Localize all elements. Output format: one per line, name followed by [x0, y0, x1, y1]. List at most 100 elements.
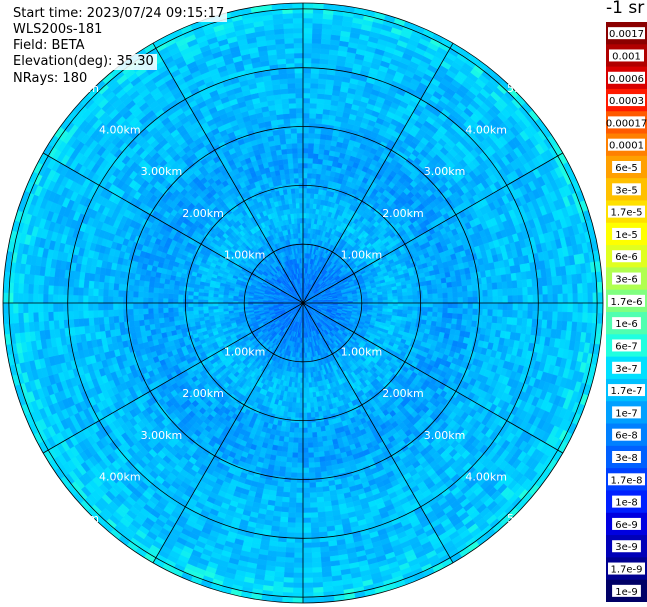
data-cell [167, 307, 174, 313]
data-cell [309, 402, 315, 408]
data-cell [295, 397, 300, 404]
data-cell [302, 392, 307, 399]
data-cell [299, 197, 304, 204]
data-cell [217, 302, 224, 307]
data-cell [296, 387, 301, 394]
data-cell [294, 187, 300, 194]
data-cell [299, 207, 304, 214]
data-cell [437, 297, 444, 304]
data-cell [295, 402, 300, 409]
data-cell [167, 293, 174, 299]
data-cell [173, 315, 180, 322]
data-cell [294, 177, 300, 184]
data-cell [321, 435, 328, 442]
data-cell [217, 308, 224, 313]
data-cell [302, 412, 308, 419]
data-cell [422, 302, 429, 308]
data-cell [422, 289, 428, 295]
data-cell [193, 313, 200, 319]
data-cell [173, 289, 179, 295]
data-cell [290, 188, 296, 194]
data-cell [298, 422, 304, 429]
data-cell [197, 295, 204, 300]
data-cell [402, 291, 408, 297]
data-cell [402, 306, 409, 311]
data-cell [302, 217, 307, 224]
data-cell [163, 316, 170, 323]
data-cell [306, 197, 311, 204]
data-cell [432, 288, 438, 295]
data-cell [437, 302, 444, 309]
data-cell [387, 296, 394, 301]
data-cell [437, 288, 443, 294]
data-cell [286, 188, 292, 195]
data-cell [307, 167, 313, 174]
data-cell [212, 305, 219, 310]
data-cell [187, 294, 194, 300]
data-cell [283, 168, 290, 175]
data-cell [302, 207, 307, 214]
data-cell [198, 309, 204, 315]
data-cell [296, 392, 301, 399]
data-cell [302, 192, 308, 199]
data-cell [172, 293, 179, 299]
data-cell [397, 292, 403, 297]
data-cell [207, 296, 214, 301]
data-cell [427, 311, 433, 317]
data-cell [222, 305, 229, 309]
data-cell [289, 427, 295, 433]
data-cell [407, 302, 414, 308]
data-cell [392, 299, 399, 304]
data-cell [300, 377, 304, 384]
data-cell [299, 217, 304, 224]
data-cell [421, 285, 428, 291]
data-cell [299, 202, 304, 209]
data-cell [299, 387, 304, 394]
data-cell [427, 293, 434, 299]
data-cell [188, 310, 194, 316]
data-cell [298, 167, 304, 174]
data-cell [427, 289, 433, 295]
data-cell [306, 422, 312, 429]
data-cell [312, 163, 318, 169]
data-cell [362, 298, 369, 302]
data-cell [302, 167, 308, 174]
data-cell [307, 437, 313, 444]
data-cell [296, 217, 301, 224]
data-cell [283, 436, 290, 443]
data-cell [208, 309, 214, 314]
data-cell [298, 237, 302, 244]
data-cell [412, 298, 419, 304]
data-cell [207, 302, 214, 307]
data-cell [289, 422, 295, 428]
data-cell [302, 402, 307, 409]
data-cell [302, 172, 308, 179]
data-cell [298, 412, 304, 419]
data-cell [197, 302, 204, 307]
data-cell [187, 302, 194, 308]
data-cell [172, 302, 179, 308]
data-cell [315, 421, 321, 428]
data-cell [412, 294, 419, 300]
data-cell [436, 283, 443, 290]
data-cell [163, 288, 169, 294]
data-cell [162, 297, 169, 304]
data-cell [302, 202, 307, 209]
data-cell [290, 412, 296, 418]
data-cell [302, 187, 308, 194]
data-cell [298, 177, 304, 184]
data-cell [302, 382, 307, 389]
data-cell [294, 422, 300, 429]
data-cell [188, 314, 195, 320]
data-cell [397, 295, 404, 300]
data-cell [305, 367, 309, 374]
data-cell [295, 192, 300, 199]
data-cell [407, 295, 414, 300]
data-cell [407, 298, 414, 304]
data-cell [427, 302, 434, 308]
data-cell [387, 305, 394, 310]
data-cell [306, 402, 311, 409]
data-cell [296, 207, 301, 214]
data-cell [382, 302, 389, 307]
data-cell [305, 372, 309, 379]
